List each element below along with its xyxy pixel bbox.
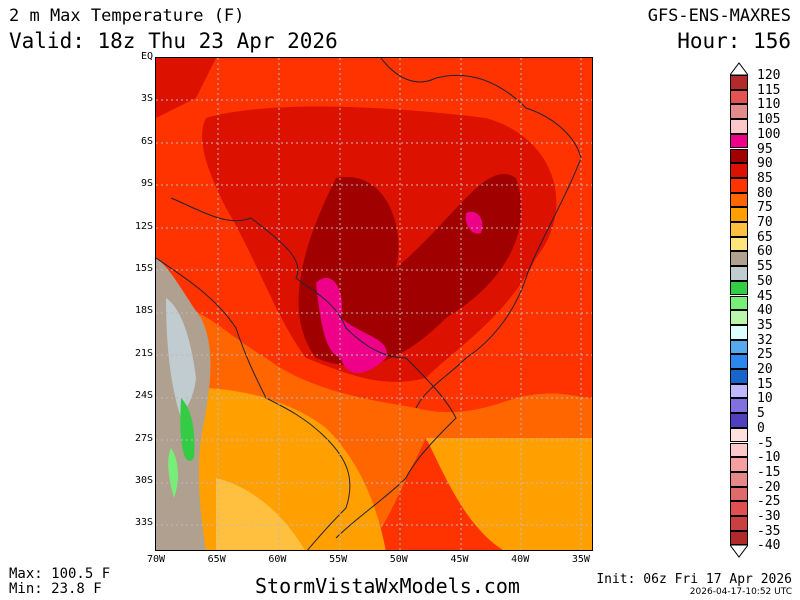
legend-swatch xyxy=(730,295,748,311)
legend-swatch xyxy=(730,486,748,502)
legend-label: -15 xyxy=(757,464,781,480)
latitude-label: 6S xyxy=(140,135,153,147)
latitude-label: 24S xyxy=(134,390,153,402)
longitude-label: 70W xyxy=(146,554,166,565)
longitude-label: 65W xyxy=(207,554,226,565)
generated-timestamp: 2026-04-17-10:52 UTC xyxy=(689,587,792,597)
legend-swatch xyxy=(730,148,748,164)
legend-label: 115 xyxy=(757,82,781,98)
legend-swatch xyxy=(730,516,748,531)
longitude-label: 60W xyxy=(268,554,287,565)
latitude-label: 33S xyxy=(134,517,153,529)
legend-swatch xyxy=(730,266,748,281)
init-time: Init: 06z Fri 17 Apr 2026 xyxy=(596,572,792,587)
legend-swatch xyxy=(730,383,748,399)
latitude-label: 18S xyxy=(134,305,153,317)
legend-label: 15 xyxy=(757,376,773,392)
legend-label: -20 xyxy=(757,479,781,495)
legend-swatch xyxy=(730,398,748,414)
legend-swatch xyxy=(730,310,748,325)
legend-label: 70 xyxy=(757,215,773,230)
legend-swatch xyxy=(730,427,748,443)
legend-label: 95 xyxy=(757,141,773,157)
max-value: Max: 100.5 F xyxy=(9,566,111,582)
legend-label: -35 xyxy=(757,523,781,539)
site-watermark: StormVistaWxModels.com xyxy=(255,574,520,598)
temperature-field xyxy=(156,58,592,550)
legend-swatch xyxy=(730,89,748,105)
legend-swatch xyxy=(730,133,748,149)
legend-label: 32 xyxy=(757,332,773,348)
legend-swatch xyxy=(730,177,748,193)
legend-label: 90 xyxy=(757,156,773,172)
legend-label: -25 xyxy=(757,494,781,510)
legend-label: -40 xyxy=(757,538,781,554)
legend-label: 105 xyxy=(757,112,781,128)
longitude-label: 35W xyxy=(571,554,590,565)
legend-swatch xyxy=(730,354,748,369)
longitude-label: 55W xyxy=(329,554,348,565)
legend-swatch xyxy=(730,369,748,384)
legend-label: 35 xyxy=(757,317,773,333)
legend-arrow-down-icon xyxy=(730,545,748,558)
latitude-label: EQ xyxy=(140,51,153,62)
latitude-label: 30S xyxy=(134,475,153,486)
min-value: Min: 23.8 F xyxy=(9,581,102,597)
legend-label: 80 xyxy=(757,185,773,201)
legend-label: 10 xyxy=(757,391,773,407)
legend-swatch xyxy=(730,457,748,472)
legend-label: 55 xyxy=(757,259,773,275)
legend-swatch xyxy=(730,339,748,355)
legend-swatch xyxy=(730,471,748,487)
longitude-label: 50W xyxy=(389,554,408,565)
legend-swatch xyxy=(730,413,748,428)
legend-swatch xyxy=(730,192,748,208)
legend-swatch xyxy=(730,207,748,222)
legend-label: 40 xyxy=(757,303,773,319)
legend-swatch xyxy=(730,163,748,178)
latitude-label: 12S xyxy=(134,220,153,232)
legend-label: 75 xyxy=(757,200,773,216)
legend-swatch xyxy=(730,530,748,546)
longitude-label: 45W xyxy=(450,554,469,565)
latitude-label: 21S xyxy=(134,347,153,359)
forecast-hour: Hour: 156 xyxy=(677,29,791,53)
legend-label: 100 xyxy=(757,126,781,142)
legend-label: 110 xyxy=(757,97,781,113)
legend-label: 20 xyxy=(757,362,773,377)
longitude-label: 40W xyxy=(511,554,530,565)
legend-label: 45 xyxy=(757,288,773,304)
legend-swatch xyxy=(730,442,748,458)
latitude-label: 9S xyxy=(140,178,153,190)
legend-label: 0 xyxy=(757,420,765,436)
legend-swatch xyxy=(730,501,748,516)
legend-label: 5 xyxy=(757,406,765,422)
latitude-label: 27S xyxy=(134,432,153,444)
legend-label: 120 xyxy=(757,68,781,83)
latitude-label: 15S xyxy=(134,263,153,274)
model-name: GFS-ENS-MAXRES xyxy=(647,6,791,26)
temperature-map xyxy=(155,57,593,551)
legend-label: 60 xyxy=(757,244,773,260)
legend-label: 50 xyxy=(757,273,773,289)
legend-swatch xyxy=(730,251,748,267)
legend-label: 25 xyxy=(757,347,773,363)
legend-label: 85 xyxy=(757,170,773,186)
map-title: 2 m Max Temperature (F) xyxy=(9,6,245,26)
legend-arrow-up-icon xyxy=(730,62,748,76)
legend-label: -10 xyxy=(757,450,781,466)
legend-swatch xyxy=(730,75,748,90)
legend-swatch xyxy=(730,280,748,296)
legend-label: -30 xyxy=(757,509,781,524)
legend-swatch xyxy=(730,222,748,237)
legend-swatch xyxy=(730,104,748,120)
valid-time: Valid: 18z Thu 23 Apr 2026 xyxy=(9,29,338,53)
legend-label: -5 xyxy=(757,435,773,451)
legend-swatch xyxy=(730,119,748,134)
legend-swatch xyxy=(730,236,748,252)
latitude-label: 3S xyxy=(140,93,153,105)
legend-swatch xyxy=(730,324,748,340)
legend-label: 65 xyxy=(757,229,773,245)
